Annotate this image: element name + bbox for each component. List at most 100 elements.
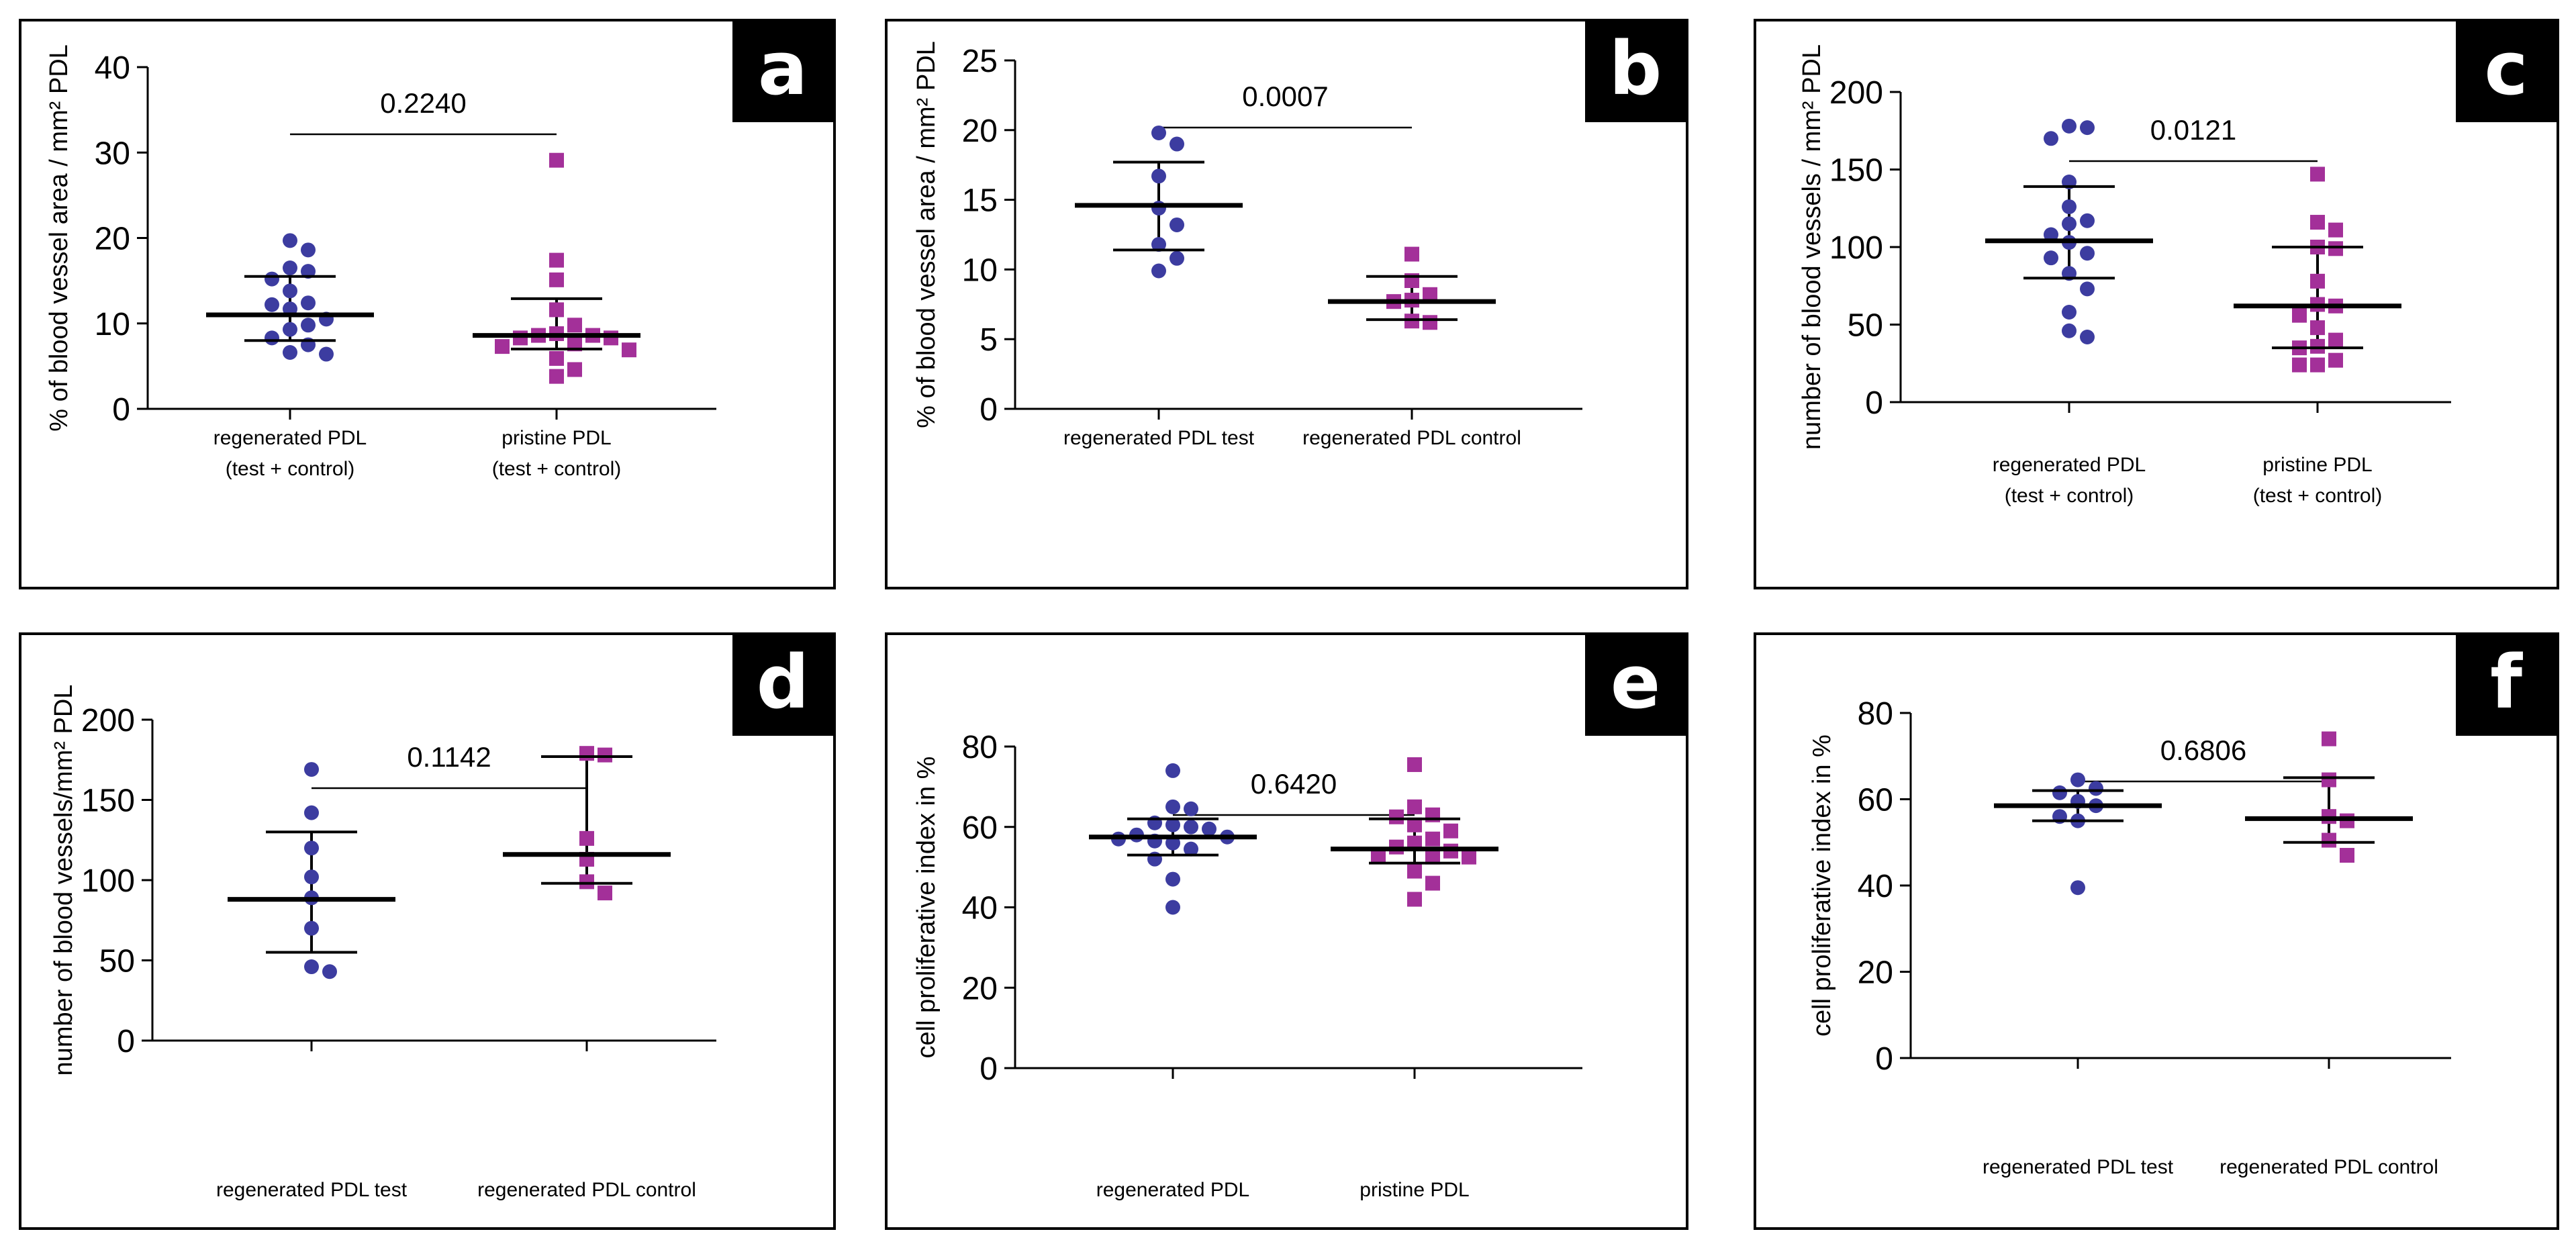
- data-point-circle: [1184, 841, 1198, 857]
- data-point-circle: [322, 964, 337, 979]
- y-tick-label: 0: [980, 392, 998, 428]
- x-category-sublabel: (test + control): [226, 458, 355, 480]
- data-point-circle: [283, 345, 297, 361]
- y-tick-label: 80: [1858, 696, 1893, 732]
- x-category-sublabel: (test + control): [2253, 485, 2383, 507]
- data-point-circle: [1165, 763, 1180, 778]
- data-point-circle: [301, 318, 316, 333]
- data-point-circle: [283, 260, 297, 276]
- y-tick-label: 10: [95, 307, 130, 342]
- chart-b-svg: 0 5 10 15 20 25 % of blood vessel area / mm² P…: [912, 41, 1582, 449]
- data-point-circle: [2062, 305, 2077, 320]
- y-axis-title: cell proliferative index in %: [912, 757, 941, 1059]
- y-tick-label: 20: [962, 113, 998, 149]
- y-axis-title: cell proliferative index in %: [1808, 734, 1836, 1037]
- data-point-circle: [2080, 281, 2095, 297]
- data-point-circle: [2070, 880, 2085, 896]
- y-tick-label: 25: [962, 44, 998, 79]
- data-point-circle: [1151, 201, 1166, 216]
- p-value-label: 0.6420: [1251, 768, 1337, 800]
- y-tick-label: 60: [1858, 783, 1893, 818]
- y-tick-label: 200: [1829, 75, 1883, 111]
- y-tick-label: 150: [81, 783, 135, 819]
- y-tick-label: 50: [1848, 308, 1883, 344]
- data-point-circle: [1170, 217, 1184, 232]
- data-point-square: [622, 342, 636, 358]
- chart-panel-f: 0 20 40 60 80 cell proliferative index in % re…: [1754, 632, 2559, 1230]
- data-point-circle: [304, 805, 319, 820]
- data-point-circle: [1170, 250, 1184, 266]
- data-point-square: [567, 336, 582, 352]
- data-point-circle: [2062, 199, 2077, 214]
- y-tick-label: 150: [1829, 153, 1883, 189]
- p-value-label: 0.2240: [380, 87, 466, 119]
- chart-panel-e: 0 20 40 60 80 cell proliferative index in % re…: [885, 632, 1688, 1230]
- data-point-circle: [2062, 216, 2077, 232]
- x-category-label: regenerated PDL control: [2220, 1156, 2438, 1178]
- data-point-circle: [1165, 799, 1180, 814]
- data-point-square: [2310, 166, 2325, 182]
- data-point-square: [495, 339, 510, 354]
- data-point-square: [2328, 241, 2343, 256]
- data-point-square: [1407, 799, 1422, 814]
- data-point-circle: [2044, 227, 2058, 242]
- data-point-circle: [265, 297, 279, 312]
- data-point-square: [549, 302, 564, 318]
- y-tick-label: 0: [980, 1051, 998, 1087]
- y-tick-label: 0: [112, 392, 130, 428]
- data-point-square: [579, 746, 594, 761]
- chart-f-svg: 0 20 40 60 80 cell proliferative index in % re…: [1808, 696, 2451, 1178]
- y-tick-label: 0: [1875, 1041, 1893, 1077]
- y-tick-label: 10: [962, 252, 998, 288]
- x-category-label: pristine PDL: [502, 427, 611, 449]
- p-value-label: 0.0121: [2150, 114, 2236, 146]
- data-point-circle: [1184, 819, 1198, 834]
- y-tick-label: 200: [81, 703, 135, 738]
- x-category-sublabel: (test + control): [492, 458, 622, 480]
- data-point-square: [1425, 875, 1440, 891]
- x-category-label: pristine PDL: [1359, 1179, 1469, 1201]
- data-point-square: [1407, 757, 1422, 772]
- panel-letter-f: f: [2456, 635, 2557, 736]
- y-tick-label: 80: [962, 730, 998, 765]
- y-tick-label: 15: [962, 183, 998, 219]
- data-point-square: [1462, 849, 1476, 865]
- x-category-label: regenerated PDL test: [1983, 1156, 2174, 1178]
- data-point-square: [1425, 831, 1440, 847]
- x-category-label: regenerated PDL control: [477, 1179, 696, 1201]
- data-point-circle: [1151, 237, 1166, 252]
- data-point-square: [1389, 809, 1404, 824]
- y-tick-label: 30: [95, 136, 130, 171]
- data-point-circle: [283, 283, 297, 299]
- data-point-circle: [1151, 263, 1166, 279]
- panel-letter-e: e: [1585, 635, 1686, 736]
- y-axis-title: % of blood vessel area / mm² PDL: [45, 44, 73, 432]
- chart-panel-b: 0 5 10 15 20 25 % of blood vessel area / mm² P…: [885, 19, 1688, 589]
- y-tick-label: 100: [81, 863, 135, 899]
- data-point-circle: [265, 330, 279, 346]
- panel-letter-d: d: [732, 635, 833, 736]
- data-point-circle: [1165, 871, 1180, 887]
- y-axis-title: % of blood vessel area / mm² PDL: [912, 41, 941, 428]
- data-point-circle: [2089, 781, 2103, 796]
- y-tick-label: 40: [962, 891, 998, 926]
- data-point-circle: [304, 959, 319, 975]
- data-point-circle: [283, 322, 297, 337]
- data-point-square: [2310, 215, 2325, 230]
- data-point-square: [579, 874, 594, 890]
- data-point-circle: [265, 271, 279, 287]
- x-category-label: pristine PDL: [2262, 454, 2372, 476]
- x-category-label: regenerated PDL test: [216, 1179, 408, 1201]
- data-point-circle: [304, 920, 319, 936]
- data-point-circle: [2052, 785, 2067, 800]
- data-point-circle: [1184, 801, 1198, 816]
- data-point-square: [2328, 352, 2343, 368]
- y-tick-label: 5: [980, 322, 998, 358]
- panel-letter-a: a: [732, 21, 833, 122]
- data-point-square: [2310, 320, 2325, 336]
- y-tick-label: 40: [1858, 869, 1893, 904]
- p-value-label: 0.6806: [2160, 734, 2246, 766]
- x-category-label: regenerated PDL test: [1063, 427, 1255, 449]
- data-point-circle: [304, 762, 319, 777]
- data-point-circle: [2080, 213, 2095, 228]
